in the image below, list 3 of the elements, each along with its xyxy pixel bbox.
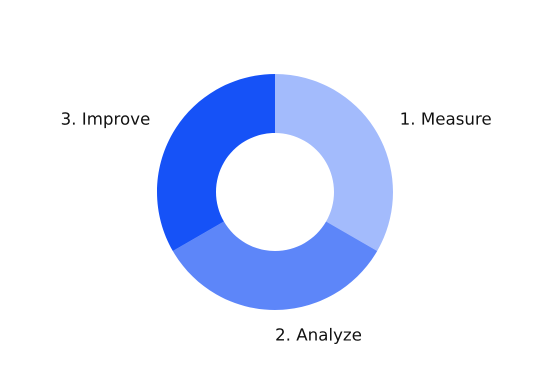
slice-label: 3. Improve <box>62 112 150 128</box>
slice-label: 1. Measure <box>401 112 491 125</box>
slice-label: 2. Analyze <box>276 328 362 344</box>
